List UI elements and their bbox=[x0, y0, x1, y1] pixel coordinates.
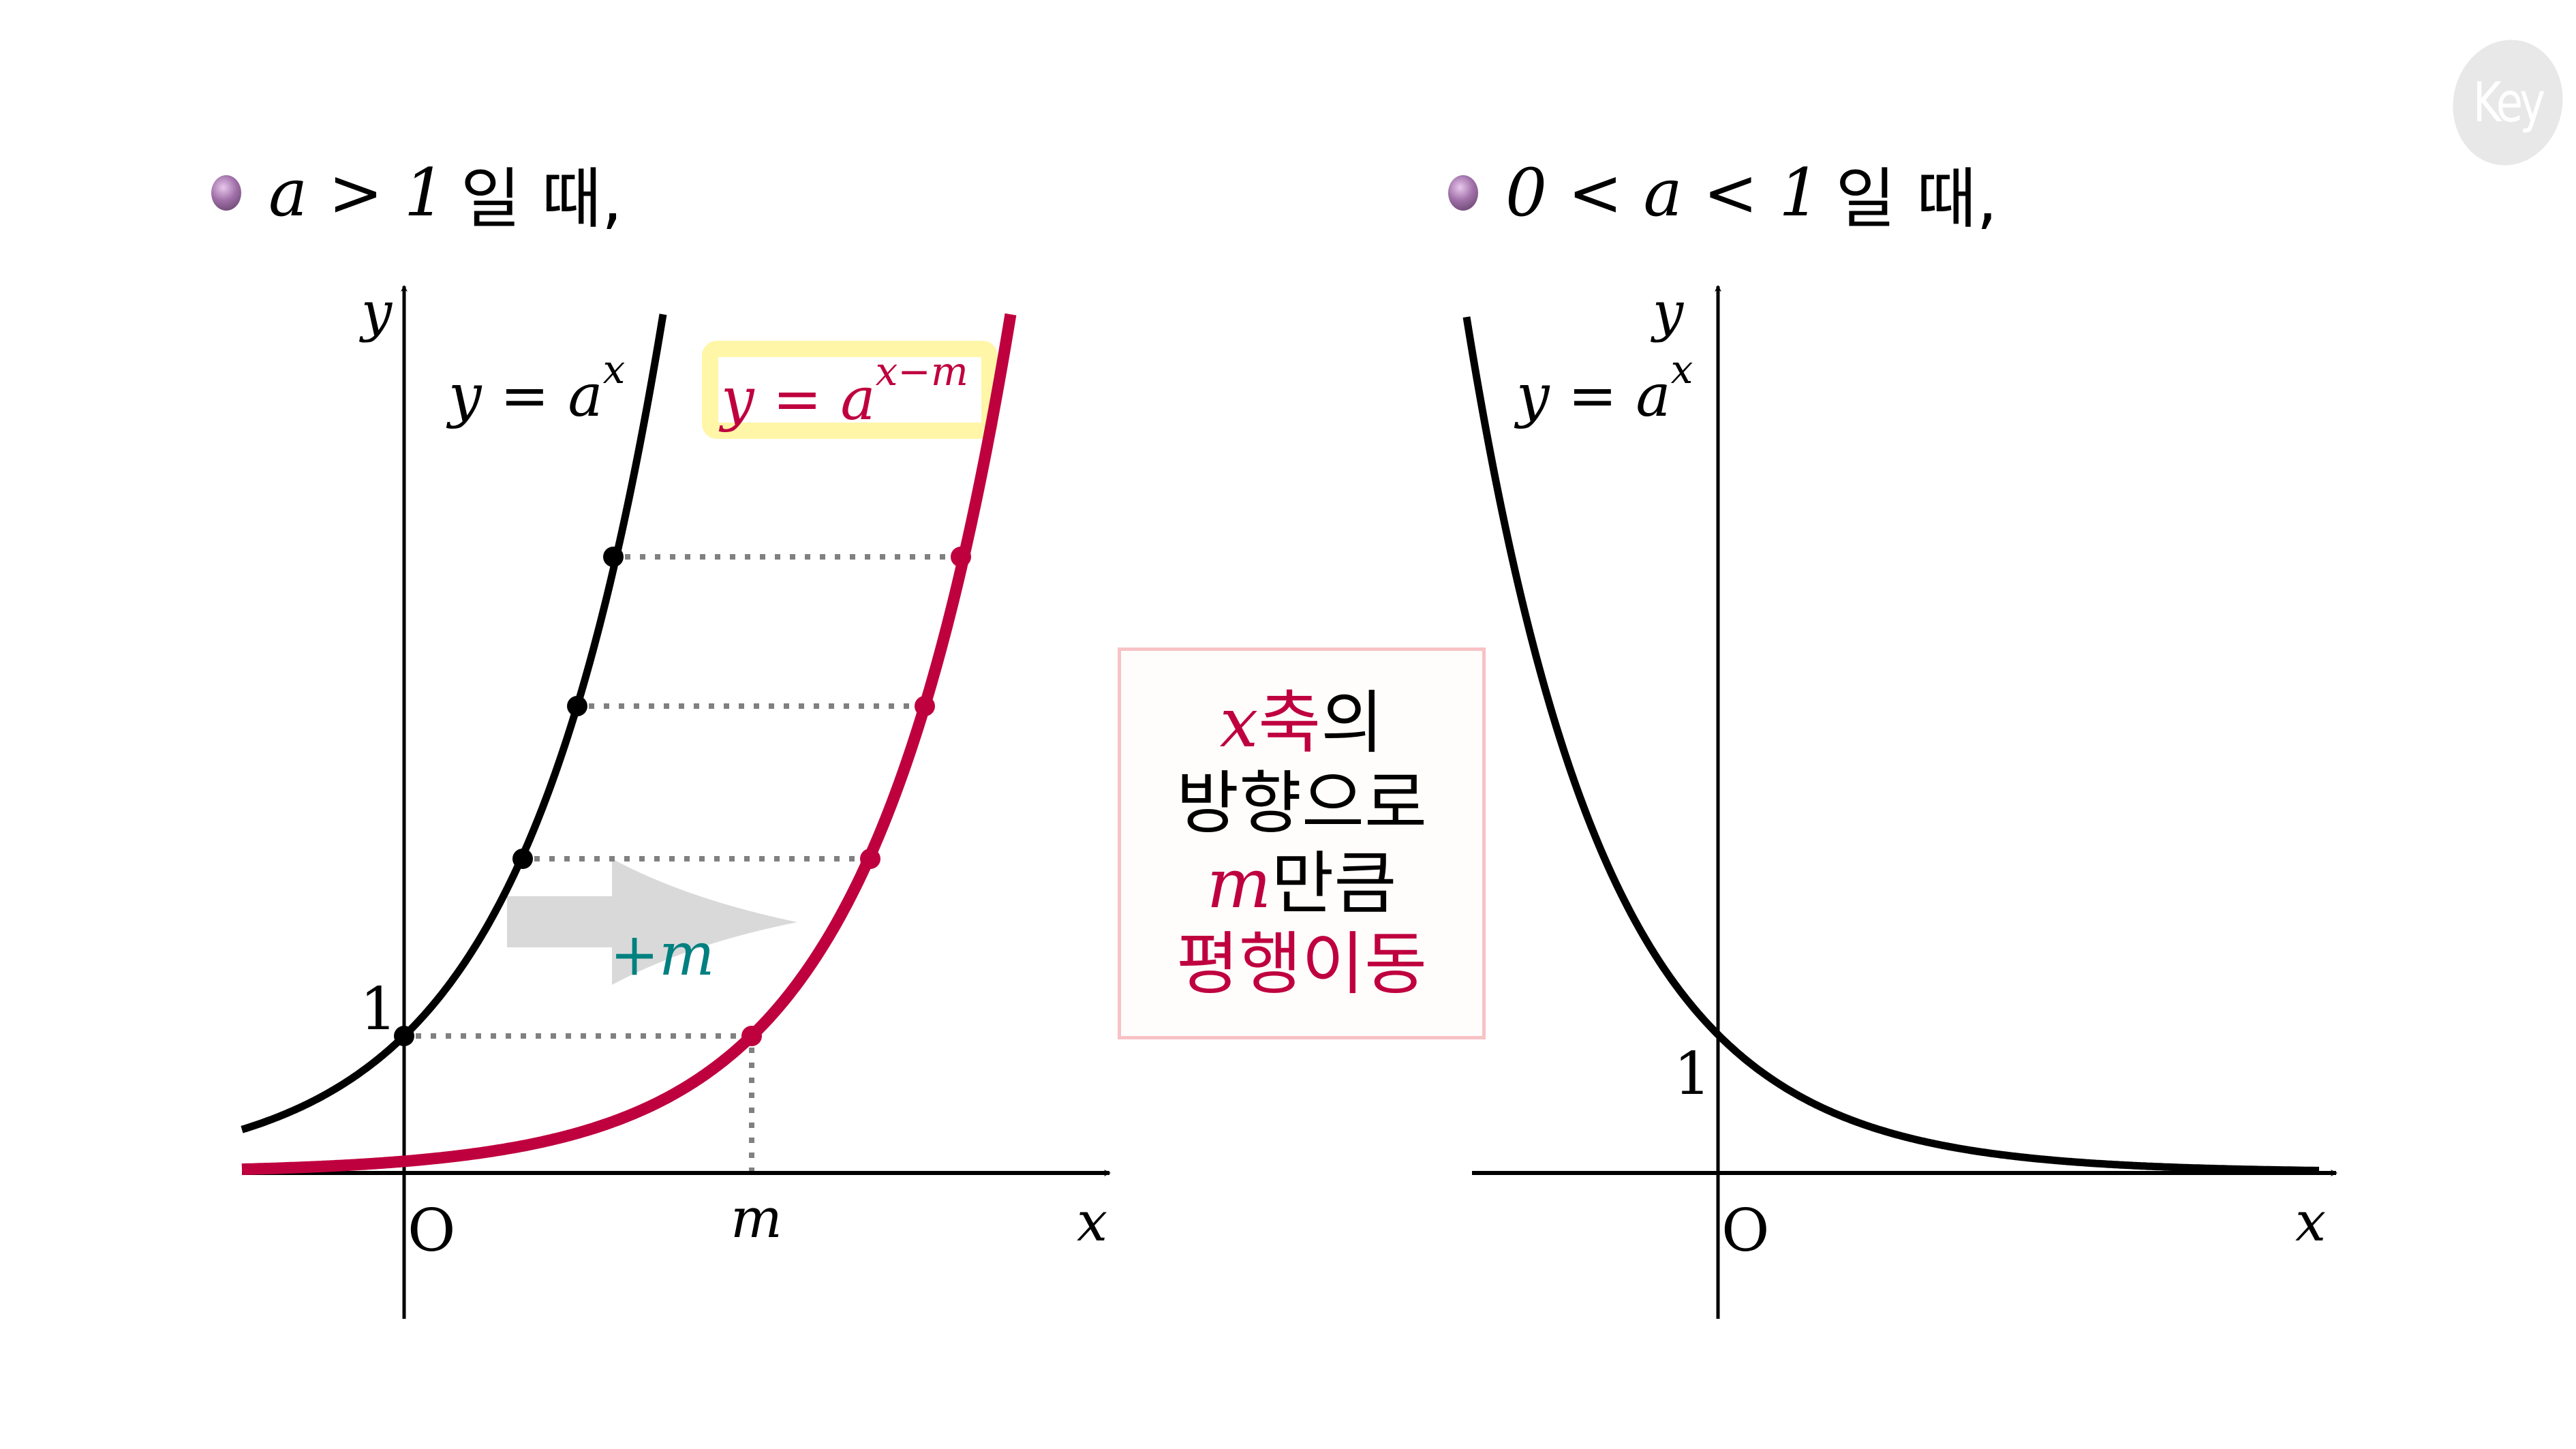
right-x-axis-label: x bbox=[2295, 1190, 2326, 1253]
callout-line-1: x축의 bbox=[1220, 683, 1383, 763]
right-curve-label: y = ax bbox=[1514, 346, 1693, 430]
original-points bbox=[394, 547, 624, 1046]
callout-axis-word: 축 bbox=[1258, 682, 1321, 763]
right-heading: 0 < a < 1 일 때, bbox=[1448, 155, 1997, 237]
callout-particle: 의 bbox=[1321, 682, 1384, 763]
left-heading: a > 1 일 때, bbox=[211, 155, 622, 237]
right-one-label: 1 bbox=[1674, 1040, 1711, 1108]
left-origin-label: O bbox=[408, 1197, 456, 1265]
left-heading-suffix: 일 때, bbox=[460, 160, 623, 237]
callout-x-var: x bbox=[1219, 682, 1259, 763]
right-y-axis-label: y bbox=[1651, 280, 1685, 344]
callout-m-var: m bbox=[1206, 843, 1272, 924]
curve-y-a-x-minus-m bbox=[241, 313, 1017, 1176]
left-curve-label: y = ax bbox=[446, 346, 625, 430]
left-x-axis-label: x bbox=[1077, 1190, 1107, 1253]
guide-lines bbox=[416, 554, 952, 1173]
left-m-label: m bbox=[731, 1187, 782, 1250]
right-origin-label: O bbox=[1721, 1197, 1770, 1265]
callout-amount-word: 만큼 bbox=[1271, 843, 1397, 924]
right-heading-condition: 0 < a < 1 bbox=[1505, 155, 1821, 231]
bullet-icon bbox=[211, 175, 241, 211]
shifted-label-highlight bbox=[702, 341, 998, 439]
translation-callout: x축의 방향으로 m만큼 평행이동 bbox=[1118, 647, 1486, 1039]
left-heading-condition: a > 1 bbox=[269, 155, 446, 231]
right-graph: y x O 1 y = ax bbox=[1462, 280, 2337, 1319]
shift-amount-label: +m bbox=[610, 921, 715, 989]
left-y-axis-label: y bbox=[359, 280, 393, 344]
curve-y-a-x-decay bbox=[1462, 316, 2319, 1174]
callout-line-3: m만큼 bbox=[1207, 844, 1397, 924]
curve-y-a-x bbox=[241, 314, 667, 1133]
callout-line-2: 방향으로 bbox=[1176, 763, 1427, 843]
left-one-label: 1 bbox=[360, 975, 397, 1043]
bullet-icon bbox=[1448, 175, 1478, 211]
shift-arrow-icon bbox=[507, 859, 797, 985]
shifted-points bbox=[741, 547, 971, 1046]
shifted-curve-label: y = ax−m bbox=[718, 348, 968, 433]
right-heading-suffix: 일 때, bbox=[1835, 160, 1997, 237]
callout-line-4: 평행이동 bbox=[1176, 924, 1427, 1004]
left-graph: y x O 1 m y = ax y = ax−m +m bbox=[241, 280, 1111, 1319]
